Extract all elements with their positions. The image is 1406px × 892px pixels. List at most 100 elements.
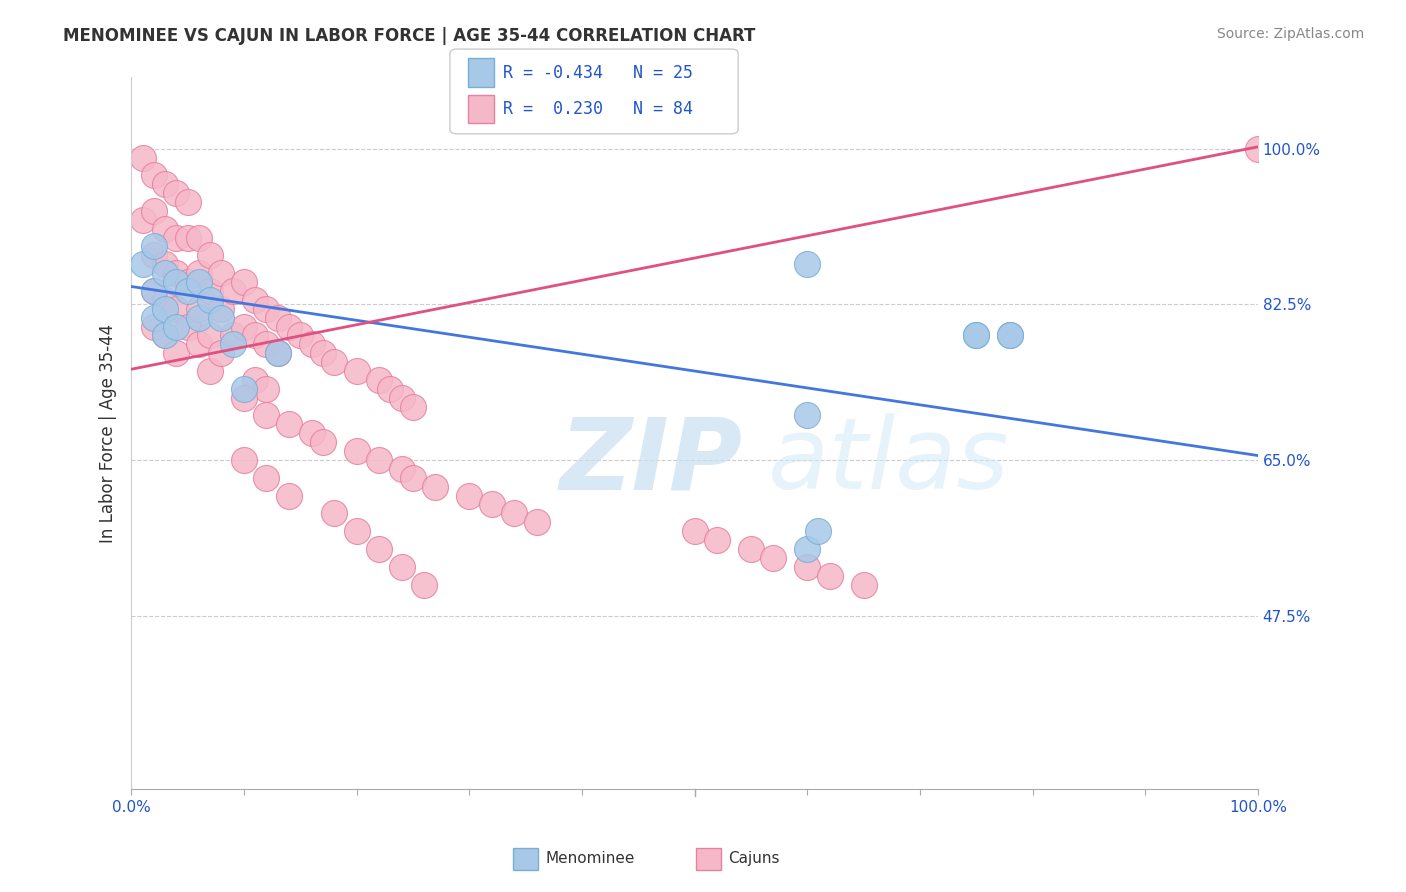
Point: [209, 346, 232, 360]
Point: [852, 577, 875, 591]
Point: [346, 364, 368, 378]
Point: [243, 293, 266, 307]
Point: [503, 507, 526, 521]
Point: [209, 301, 232, 316]
Point: [526, 515, 548, 529]
Point: [131, 151, 153, 165]
Point: [278, 319, 301, 334]
Point: [256, 382, 278, 396]
Point: [142, 248, 165, 262]
Point: [232, 275, 254, 289]
Point: [176, 319, 198, 334]
Point: [391, 391, 413, 405]
Point: [198, 328, 221, 343]
Point: [290, 328, 312, 343]
Point: [267, 310, 290, 325]
Point: [391, 462, 413, 476]
Point: [165, 186, 187, 200]
Point: [142, 203, 165, 218]
Point: [153, 328, 176, 343]
Point: [165, 266, 187, 280]
Point: [153, 257, 176, 271]
Point: [176, 230, 198, 244]
Point: [380, 382, 402, 396]
Point: [301, 426, 323, 441]
Point: [198, 293, 221, 307]
Point: [256, 337, 278, 351]
Point: [153, 177, 176, 191]
Text: R = -0.434   N = 25: R = -0.434 N = 25: [503, 63, 693, 82]
Point: [221, 284, 243, 298]
Text: Menominee: Menominee: [546, 852, 636, 866]
Point: [278, 417, 301, 432]
Text: atlas: atlas: [768, 413, 1010, 510]
Point: [243, 373, 266, 387]
Point: [368, 453, 391, 467]
Point: [153, 266, 176, 280]
Point: [142, 284, 165, 298]
Point: [267, 346, 290, 360]
Point: [1247, 142, 1270, 156]
Point: [402, 400, 425, 414]
Point: [323, 355, 346, 369]
Point: [256, 409, 278, 423]
Point: [683, 524, 706, 538]
Point: [762, 550, 785, 565]
Point: [176, 194, 198, 209]
Point: [312, 435, 335, 450]
Point: [458, 489, 481, 503]
Point: [232, 453, 254, 467]
Point: [198, 248, 221, 262]
Point: [176, 284, 198, 298]
Point: [131, 257, 153, 271]
Point: [142, 319, 165, 334]
Point: [187, 310, 209, 325]
Point: [391, 559, 413, 574]
Point: [256, 301, 278, 316]
Point: [818, 568, 841, 582]
Point: [232, 319, 254, 334]
Point: [368, 373, 391, 387]
Point: [998, 328, 1021, 343]
Point: [740, 541, 762, 556]
Point: [965, 328, 987, 343]
Text: Source: ZipAtlas.com: Source: ZipAtlas.com: [1216, 27, 1364, 41]
Point: [153, 328, 176, 343]
Point: [413, 577, 436, 591]
Point: [481, 498, 503, 512]
Point: [165, 275, 187, 289]
Point: [301, 337, 323, 351]
Point: [368, 541, 391, 556]
Point: [198, 284, 221, 298]
Point: [131, 212, 153, 227]
Point: [323, 507, 346, 521]
Point: [187, 301, 209, 316]
Point: [221, 328, 243, 343]
Point: [796, 559, 818, 574]
Point: [165, 346, 187, 360]
Point: [998, 328, 1021, 343]
Point: [198, 364, 221, 378]
Point: [402, 471, 425, 485]
Point: [346, 444, 368, 458]
Point: [425, 480, 447, 494]
Point: [221, 337, 243, 351]
Text: ZIP: ZIP: [560, 413, 742, 510]
Point: [153, 301, 176, 316]
Y-axis label: In Labor Force | Age 35-44: In Labor Force | Age 35-44: [100, 324, 117, 543]
Point: [796, 409, 818, 423]
Point: [232, 382, 254, 396]
Point: [153, 221, 176, 235]
Point: [187, 266, 209, 280]
Point: [142, 310, 165, 325]
Point: [187, 275, 209, 289]
Point: [278, 489, 301, 503]
Point: [187, 230, 209, 244]
Point: [187, 337, 209, 351]
Point: [267, 346, 290, 360]
Point: [165, 230, 187, 244]
Point: [209, 310, 232, 325]
Point: [165, 301, 187, 316]
Point: [142, 239, 165, 253]
Point: [346, 524, 368, 538]
